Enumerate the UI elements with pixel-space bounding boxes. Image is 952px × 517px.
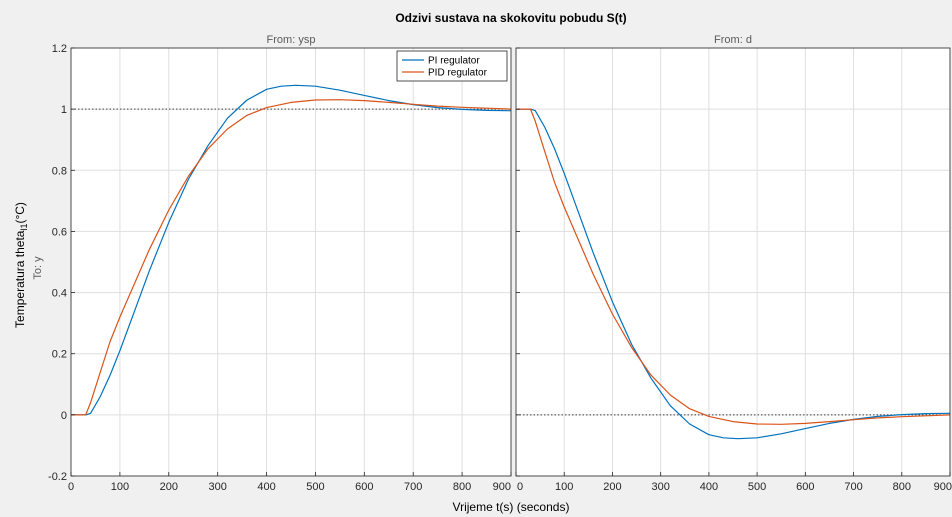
y-tick-label: 1 — [61, 104, 67, 116]
chart-title: Odzivi sustava na skokovitu pobudu S(t) — [395, 11, 626, 25]
legend-entry: PI regulator — [428, 56, 480, 67]
x-tick-label: 500 — [306, 481, 324, 493]
y-tick-label: 0.2 — [52, 349, 67, 361]
x-tick-label: 300 — [208, 481, 226, 493]
x-tick-label: 600 — [796, 481, 814, 493]
x-tick-label: 400 — [700, 481, 718, 493]
row-label: To: y — [32, 256, 44, 280]
y-tick-label: 0.8 — [52, 165, 67, 177]
series-line-pid — [71, 99, 512, 416]
legend-box — [396, 50, 508, 82]
panel-subtitle: From: ysp — [267, 34, 316, 46]
y-tick-label: -0.2 — [48, 471, 67, 483]
plot-area — [71, 48, 511, 476]
x-tick-label: 900 — [934, 481, 952, 493]
y-axis-label-unit: (°C) — [13, 202, 27, 223]
y-axis-label: Temperatura thetal1(°C) — [13, 202, 29, 328]
panel-2: From: d 0 100 200 300 400 500 600 700 800 900 — [515, 34, 952, 493]
y-tick-label: 0.6 — [52, 226, 67, 238]
y-axis-label-main: Temperatura theta — [13, 230, 27, 328]
x-tick-label: 0 — [517, 481, 523, 493]
x-tick-label: 300 — [651, 481, 669, 493]
series-line-pid — [516, 108, 951, 425]
x-tick-label: 100 — [111, 481, 129, 493]
plot-area — [516, 48, 950, 476]
x-axis-label: Vrijeme t(s) (seconds) — [453, 500, 570, 514]
x-tick-label: 700 — [844, 481, 862, 493]
panel-1: From: ysp 0 100 200 300 400 500 600 700 800 900 -0.… — [48, 34, 512, 493]
y-tick-label: 0.4 — [52, 288, 67, 300]
plot-border — [515, 47, 951, 477]
x-tick-label: 500 — [748, 481, 766, 493]
y-tick-label: 0 — [61, 410, 67, 422]
x-tick-label: 200 — [160, 481, 178, 493]
x-tick-label: 800 — [893, 481, 911, 493]
x-tick-label: 100 — [555, 481, 573, 493]
x-tick-label: 700 — [404, 481, 422, 493]
plot-border — [70, 47, 512, 477]
legend-entry: PID regulator — [428, 68, 488, 79]
x-tick-label: 0 — [68, 481, 74, 493]
panel-subtitle: From: d — [714, 34, 752, 46]
x-tick-label: 900 — [493, 481, 511, 493]
x-tick-label: 600 — [355, 481, 373, 493]
x-tick-label: 400 — [257, 481, 275, 493]
x-tick-label: 800 — [453, 481, 471, 493]
y-axis-label-subscript: l1 — [19, 224, 29, 231]
x-tick-label: 200 — [603, 481, 621, 493]
y-tick-label: 1.2 — [52, 43, 67, 55]
